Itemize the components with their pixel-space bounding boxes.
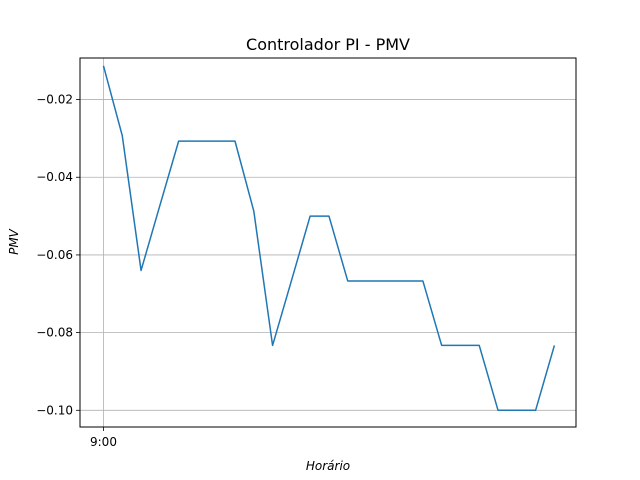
x-tick-label: 9:00 xyxy=(90,435,117,449)
x-axis-label: Horário xyxy=(306,459,350,473)
grid-lines xyxy=(80,58,576,427)
series-line-pmv xyxy=(102,65,556,412)
y-tick-label: −0.06 xyxy=(36,248,73,262)
y-tick-label: −0.04 xyxy=(36,170,73,184)
y-tick-label: −0.08 xyxy=(36,326,73,340)
series-layer xyxy=(102,65,556,412)
chart-title: Controlador PI - PMV xyxy=(246,35,410,54)
y-tick-label: −0.10 xyxy=(36,403,73,417)
x-axis-ticks: 9:00 xyxy=(90,427,117,449)
y-axis-ticks: −0.02 −0.04 −0.06 −0.08 −0.10 xyxy=(36,93,80,417)
plot-frame xyxy=(79,57,577,428)
y-axis-label: PMV xyxy=(7,228,21,255)
y-tick-label: −0.02 xyxy=(36,93,73,107)
